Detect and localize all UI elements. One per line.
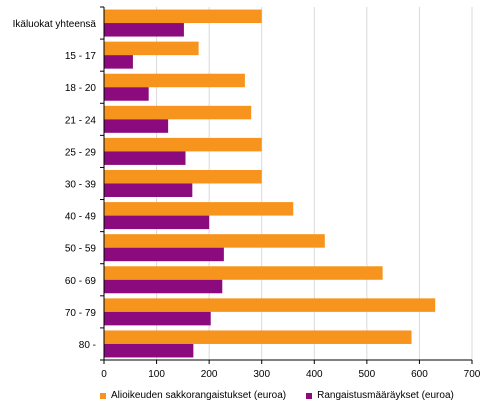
legend-swatch-series-1 [100, 392, 106, 399]
axes [100, 6, 473, 364]
category-label-8: 60 - 69 [65, 276, 97, 287]
bar-series-2-cat-10 [104, 343, 194, 358]
bar-series-1-cat-1 [104, 41, 199, 56]
bar-series-1-cat-7 [104, 234, 325, 248]
bar-series-2-cat-7 [104, 247, 224, 262]
x-tick-label-400: 400 [306, 369, 323, 380]
bar-series-1-cat-8 [104, 266, 383, 280]
bar-series-1-cat-9 [104, 298, 436, 312]
bar-series-2-cat-5 [104, 183, 193, 197]
x-tick-label-300: 300 [253, 369, 270, 380]
bar-series-2-cat-1 [104, 55, 133, 69]
category-label-2: 18 - 20 [65, 83, 97, 94]
category-label-6: 40 - 49 [65, 212, 97, 223]
x-tick-label-200: 200 [201, 369, 218, 380]
bar-series-2-cat-0 [104, 23, 184, 37]
category-labels: Ikäluokat yhteensä 15 - 17 18 - 20 21 - 24 2… [13, 19, 97, 351]
bar-series-1-cat-3 [104, 105, 252, 120]
bar-series-1-cat-0 [104, 9, 262, 24]
legend-label-series-2: Rangaistusmääräykset (euroa) [317, 390, 454, 401]
category-label-5: 30 - 39 [65, 180, 97, 191]
legend-swatch-series-2 [306, 392, 313, 399]
bar-series-2-cat-8 [104, 279, 223, 294]
category-label-1: 15 - 17 [65, 51, 97, 62]
bar-series-2-cat-4 [104, 151, 186, 165]
legend: Alioikeuden sakkorangaistukset (euroa) R… [100, 390, 454, 401]
x-tick-label-0: 0 [101, 369, 107, 380]
category-label-3: 21 - 24 [65, 115, 97, 126]
bar-series-2-cat-3 [104, 119, 169, 133]
bar-series-1-cat-5 [104, 170, 262, 184]
category-label-0: Ikäluokat yhteensä [13, 19, 97, 30]
category-label-10: 80 - [79, 340, 96, 351]
x-tick-label-600: 600 [411, 369, 428, 380]
bar-series-2-cat-6 [104, 215, 210, 230]
x-tick-label-500: 500 [359, 369, 376, 380]
bar-series-2-cat-9 [104, 311, 211, 326]
category-label-9: 70 - 79 [65, 308, 97, 319]
x-tick-label-700: 700 [464, 369, 481, 380]
legend-item-series-1: Alioikeuden sakkorangaistukset (euroa) [100, 390, 286, 401]
bar-series-1-cat-10 [104, 330, 412, 344]
bar-series-2-cat-2 [104, 87, 149, 101]
legend-item-series-2: Rangaistusmääräykset (euroa) [306, 390, 454, 401]
category-label-4: 25 - 29 [65, 147, 97, 158]
bar-series-1-cat-4 [104, 137, 262, 152]
bar-series-1-cat-6 [104, 202, 294, 216]
x-tick-labels: 0 100 200 300 400 500 600 700 [101, 369, 481, 380]
category-label-7: 50 - 59 [65, 244, 97, 255]
bar-series [104, 9, 436, 358]
x-tick-label-100: 100 [148, 369, 165, 380]
legend-label-series-1: Alioikeuden sakkorangaistukset (euroa) [111, 390, 287, 401]
bar-series-1-cat-2 [104, 73, 245, 88]
